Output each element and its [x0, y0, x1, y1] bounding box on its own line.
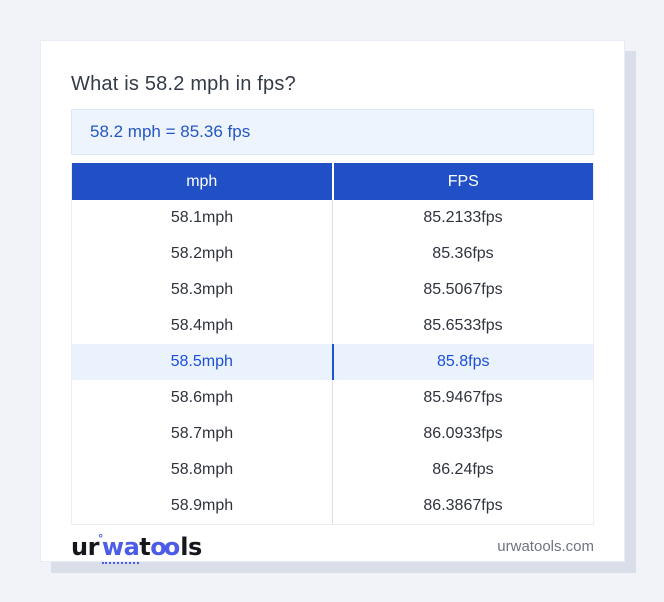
mph-cell[interactable]: 58.8mph: [71, 452, 333, 488]
converter-card: What is 58.2 mph in fps? 58.2 mph = 85.3…: [40, 40, 625, 564]
mph-cell[interactable]: 58.4mph: [71, 308, 333, 344]
brand-logo[interactable]: ur°watoo ls: [71, 531, 202, 564]
mph-cell[interactable]: 58.9mph: [71, 488, 333, 524]
table-row[interactable]: 58.1mph 85.2133fps: [71, 200, 594, 236]
logo-text-dark: ur: [71, 532, 99, 561]
fps-cell[interactable]: 85.5067fps: [423, 281, 503, 298]
fps-cell[interactable]: 86.0933fps: [423, 425, 503, 442]
table-row[interactable]: 58.2mph 85.36fps: [71, 236, 594, 272]
column-header-fps: FPS: [332, 163, 594, 200]
logo-rings-icon: oo: [150, 532, 180, 561]
table-row[interactable]: 58.3mph 85.5067fps: [71, 272, 594, 308]
fps-cell[interactable]: 86.24fps: [432, 461, 494, 478]
fps-cell[interactable]: 86.3867fps: [423, 496, 503, 514]
fps-cell[interactable]: 85.9467fps: [423, 389, 503, 406]
table-row-highlighted[interactable]: 58.5mph 85.8fps: [71, 344, 594, 380]
table-row[interactable]: 58.8mph 86.24fps: [71, 452, 594, 488]
table-header-row: mph FPS: [71, 163, 594, 200]
mph-cell[interactable]: 58.2mph: [71, 236, 333, 272]
page-title: What is 58.2 mph in fps?: [71, 73, 296, 95]
conversion-table: mph FPS 58.1mph 85.2133fps 58.2mph 85.36…: [71, 163, 594, 525]
mph-cell[interactable]: 58.5mph: [71, 344, 334, 380]
conversion-result-text: 58.2 mph = 85.36 fps: [90, 122, 251, 141]
logo-text-blue: wa: [101, 532, 140, 564]
mph-cell[interactable]: 58.7mph: [71, 416, 333, 452]
fps-cell[interactable]: 85.36fps: [432, 245, 494, 262]
table-row[interactable]: 58.9mph 86.3867fps: [71, 488, 594, 524]
table-row[interactable]: 58.7mph 86.0933fps: [71, 416, 594, 452]
website-url[interactable]: urwatools.com: [497, 538, 594, 555]
logo-degree-icon: °: [97, 531, 104, 545]
fps-cell[interactable]: 85.6533fps: [423, 317, 503, 334]
fps-cell[interactable]: 85.8fps: [332, 344, 594, 380]
conversion-result-box: 58.2 mph = 85.36 fps: [71, 109, 594, 155]
column-header-mph: mph: [71, 163, 334, 200]
fps-cell[interactable]: 85.2133fps: [423, 209, 503, 226]
mph-cell[interactable]: 58.3mph: [71, 272, 333, 308]
mph-cell[interactable]: 58.6mph: [71, 380, 333, 416]
logo-text-dark: t: [139, 532, 151, 561]
table-row[interactable]: 58.4mph 85.6533fps: [71, 308, 594, 344]
mph-cell[interactable]: 58.1mph: [71, 200, 333, 236]
card-footer: ur°watoo ls urwatools.com: [71, 531, 594, 564]
logo-text-dark: ls: [180, 532, 202, 561]
table-row[interactable]: 58.6mph 85.9467fps: [71, 380, 594, 416]
